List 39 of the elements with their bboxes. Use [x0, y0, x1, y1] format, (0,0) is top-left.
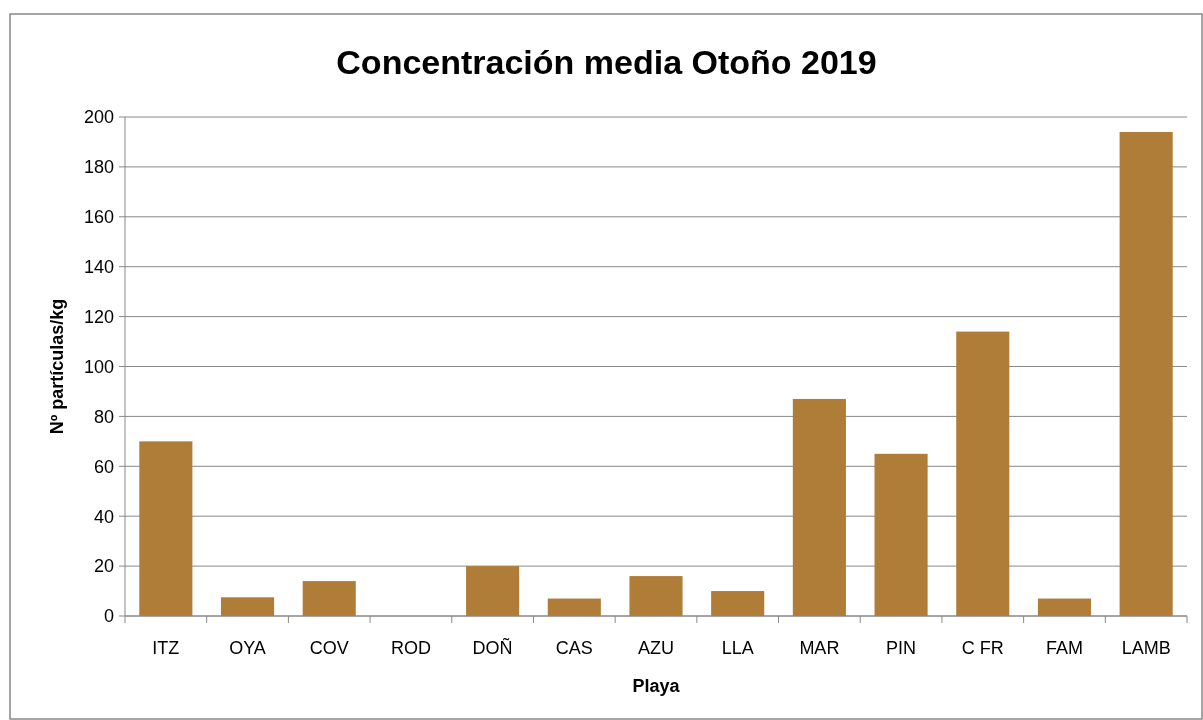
bar [629, 576, 683, 616]
chart-title: Concentración media Otoño 2019 [336, 43, 877, 81]
y-tick-label: 60 [93, 456, 114, 477]
y-tick-label: 0 [103, 606, 114, 627]
bar [711, 591, 765, 616]
y-tick-label: 80 [93, 406, 114, 427]
y-tick-label: 200 [83, 107, 114, 128]
bar [302, 581, 356, 616]
y-tick-label: 20 [93, 556, 114, 577]
bar [956, 331, 1010, 616]
bar [1037, 598, 1092, 616]
bar [1119, 131, 1173, 616]
x-tick-label: MAR [799, 638, 840, 658]
x-tick-label: OYA [229, 638, 266, 658]
x-tick-label: C FR [961, 638, 1004, 658]
y-tick-label: 180 [83, 157, 114, 178]
x-tick-label: PIN [886, 638, 917, 658]
x-tick-label: AZU [638, 638, 674, 658]
x-tick-label: ROD [390, 638, 431, 658]
x-tick-label: ITZ [152, 638, 180, 658]
bar [792, 398, 846, 616]
x-tick-label: LAMB [1121, 638, 1171, 658]
bar [874, 453, 928, 616]
y-tick-label: 40 [93, 506, 114, 527]
x-axis-title: Playa [632, 676, 681, 696]
bar [139, 441, 193, 616]
bar [466, 566, 520, 616]
y-tick-label: 120 [83, 306, 114, 327]
y-tick-label: 160 [83, 207, 114, 228]
x-tick-label: COV [309, 638, 349, 658]
x-tick-label: DOÑ [472, 637, 513, 658]
y-axis-title: Nº partículas/kg [47, 298, 67, 435]
y-tick-label: 100 [83, 356, 114, 377]
x-tick-label: CAS [555, 638, 593, 658]
x-tick-label: LLA [721, 638, 754, 658]
x-tick-label: FAM [1045, 638, 1083, 658]
bar [220, 597, 275, 616]
y-tick-label: 140 [83, 257, 114, 277]
bar [547, 598, 601, 616]
